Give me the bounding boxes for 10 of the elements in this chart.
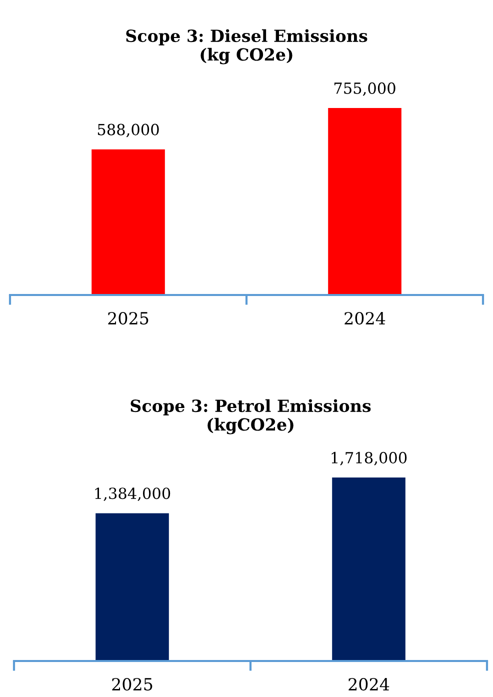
data-label: 755,000 <box>334 82 396 96</box>
chart-title: Scope 3: Diesel Emissions (kg CO2e) <box>126 29 368 64</box>
x-tick-label: 2024 <box>348 678 390 691</box>
x-tick-label: 2025 <box>108 312 148 325</box>
x-tick-label: 2024 <box>344 312 386 325</box>
x-tick-label: 2025 <box>112 678 152 691</box>
data-label: 1,384,000 <box>95 488 170 501</box>
chart-title: Scope 3: Petrol Emissions (kgCO2e) <box>130 399 371 434</box>
data-label: 1,718,000 <box>332 452 407 466</box>
data-label: 588,000 <box>98 124 159 138</box>
